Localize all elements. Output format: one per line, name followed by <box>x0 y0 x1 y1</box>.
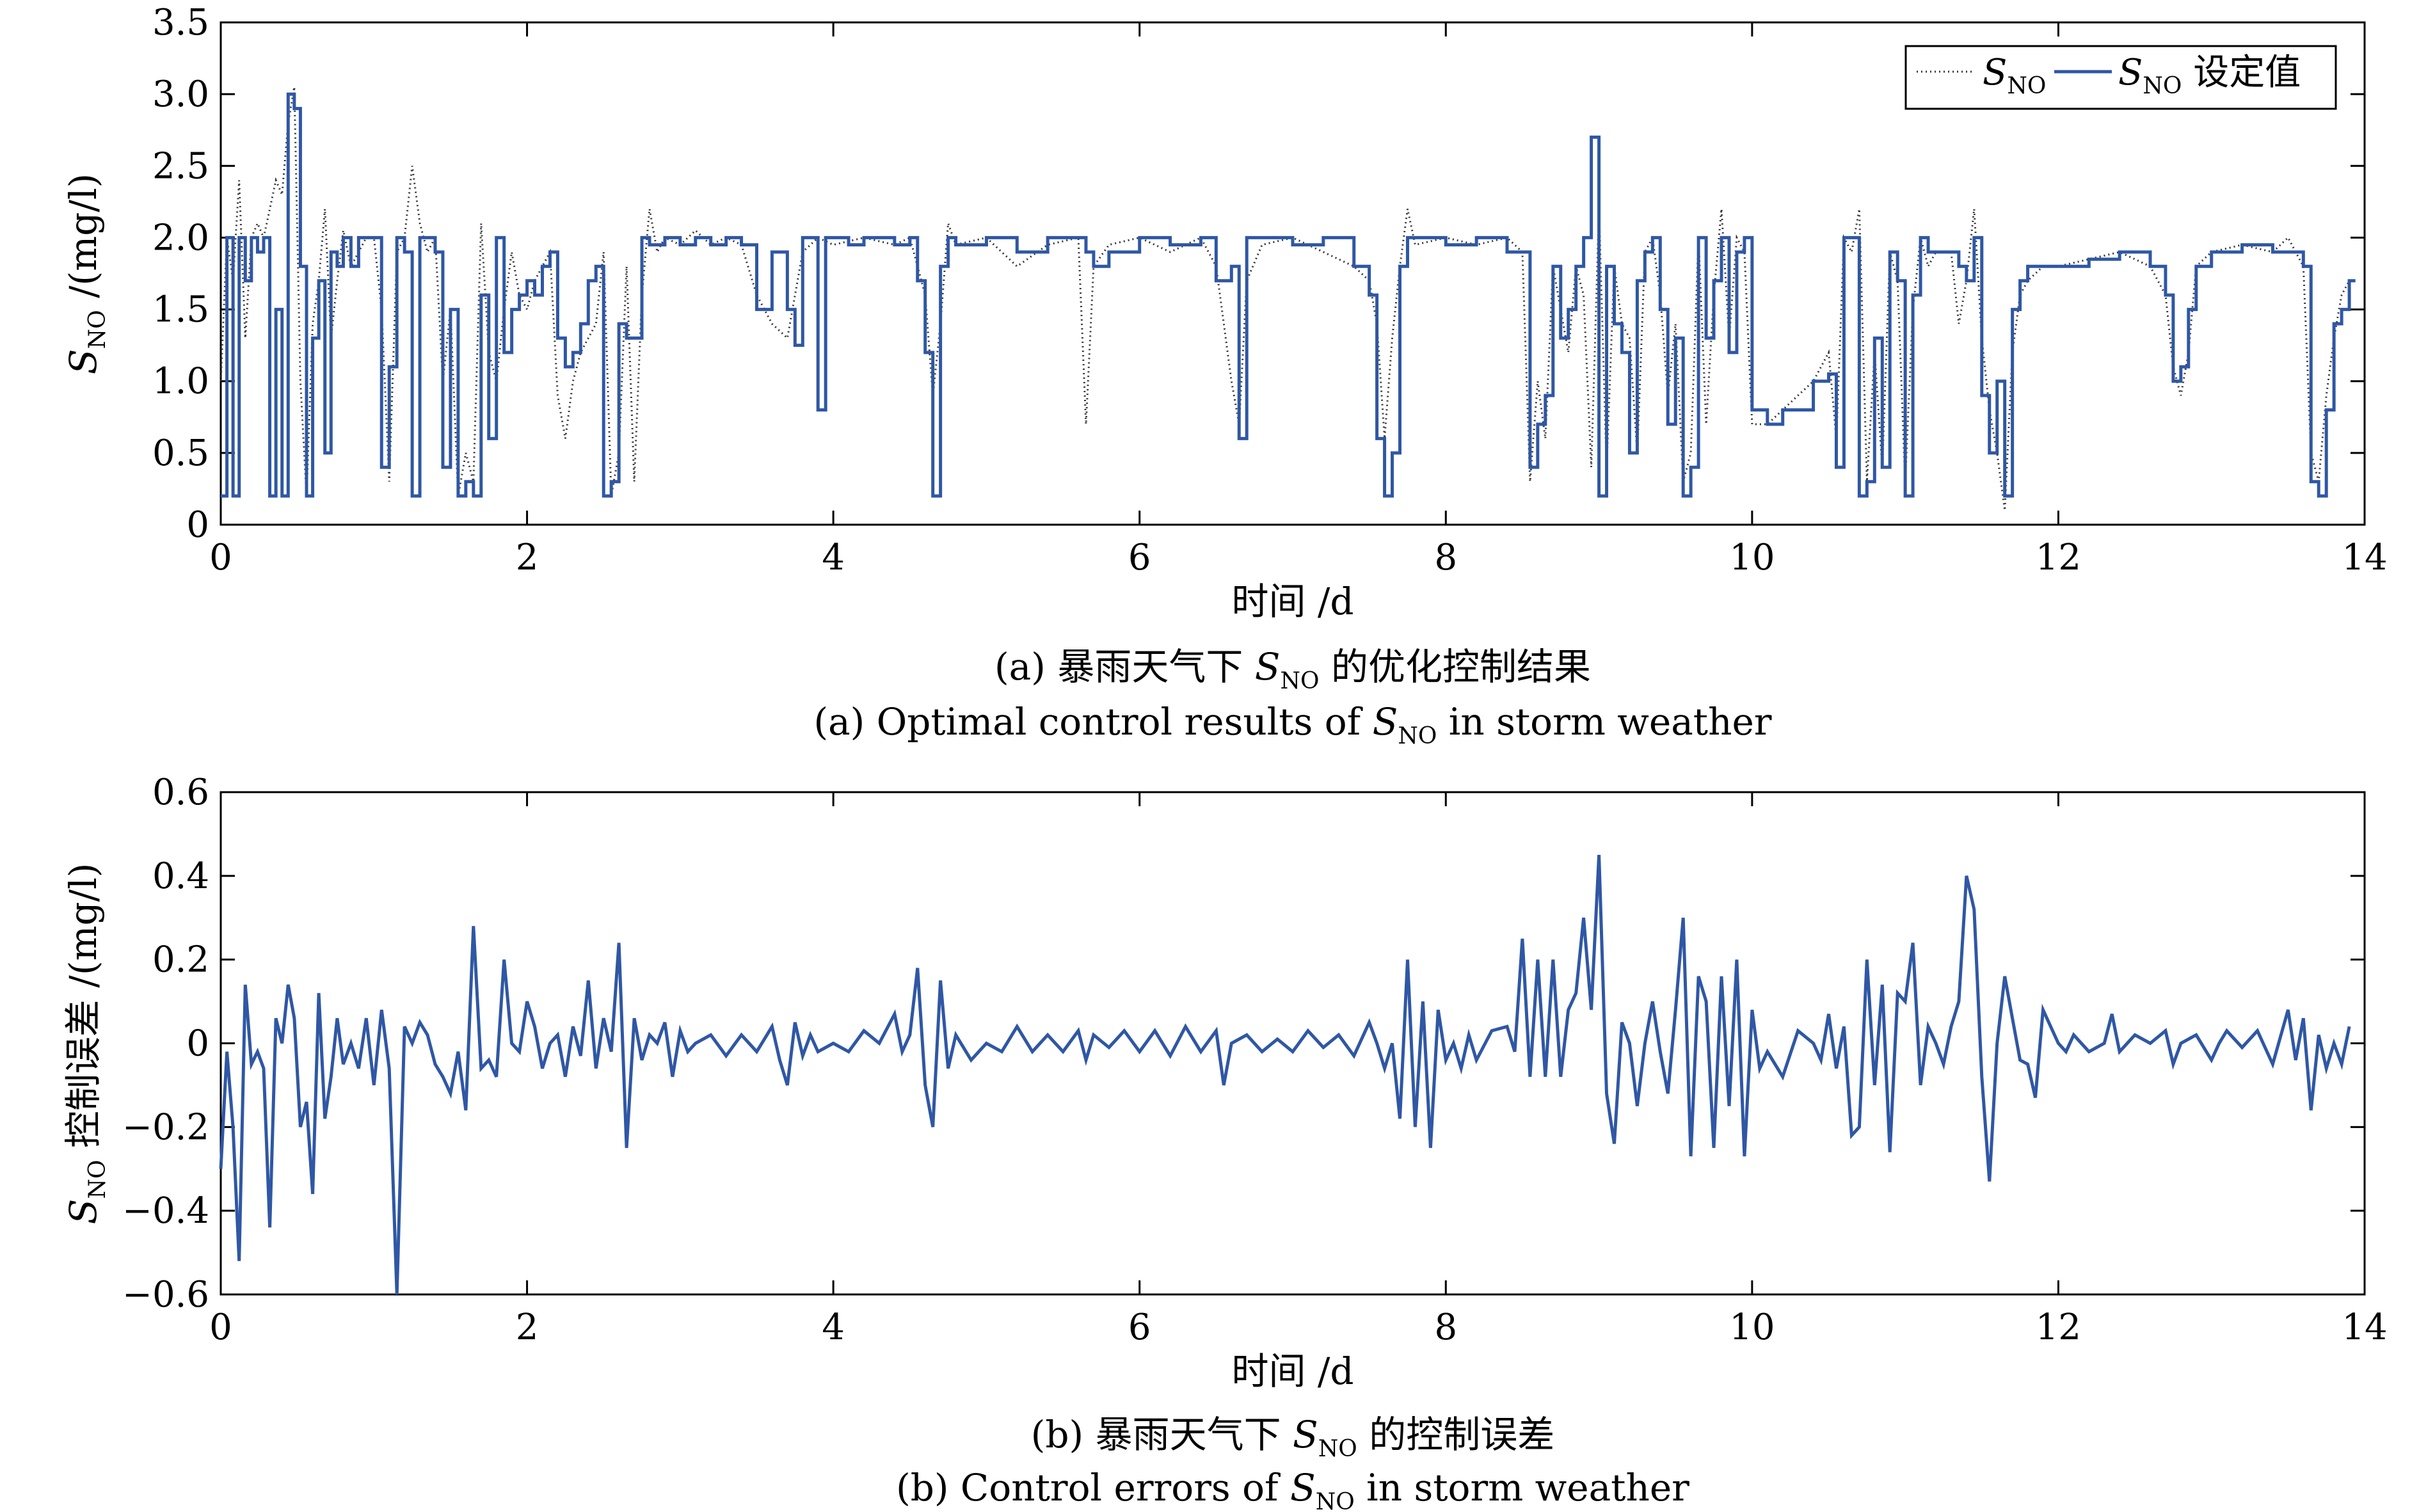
x-tick-label: 0 <box>209 1307 232 1348</box>
legend-label-sno: SNO <box>1983 52 2046 99</box>
x-tick-label: 2 <box>516 537 539 578</box>
x-tick-label: 14 <box>2342 537 2387 578</box>
x-tick-label: 12 <box>2036 1307 2081 1348</box>
y-ticks-a: 0 0.5 1.0 1.5 2.0 2.5 3.0 3.5 <box>152 2 2365 546</box>
y-tick-label: −0.6 <box>122 1274 209 1316</box>
x-tick-label: 10 <box>1729 1307 1775 1348</box>
legend-a: SNO SNO 设定值 <box>1904 45 2337 110</box>
series-line-b-solid <box>219 854 2351 1295</box>
caption-b-cn: (b) 暴雨天气下 SNO 的控制误差 <box>1031 1413 1554 1462</box>
y-tick-label: −0.2 <box>122 1106 209 1148</box>
series-line-a-step <box>221 92 2356 498</box>
chart-a: 0 0.5 1.0 1.5 2.0 2.5 3.0 3.5 0 2 4 6 8 10 12 14 SNO S… <box>61 2 2388 749</box>
x-tick-label: 8 <box>1434 1307 1457 1348</box>
y-tick-label: 0.4 <box>152 855 209 897</box>
x-tick-label: 4 <box>822 1307 845 1348</box>
caption-a-en: (a) Optimal control results of SNO in st… <box>813 700 1771 749</box>
y-axis-label-b: SNO 控制误差 /(mg/l) <box>61 863 111 1225</box>
y-tick-label: 2.5 <box>152 145 209 187</box>
x-tick-label: 2 <box>516 1307 539 1348</box>
x-axis-label-a: 时间 /d <box>1231 580 1353 623</box>
x-tick-label: 4 <box>822 537 845 578</box>
y-tick-label: 1.5 <box>152 289 209 331</box>
x-ticks-b: 0 2 4 6 8 10 12 14 <box>209 792 2388 1348</box>
y-tick-label: 0 <box>186 1023 209 1065</box>
x-tick-label: 8 <box>1434 537 1457 578</box>
caption-b-en: (b) Control errors of SNO in storm weath… <box>896 1466 1689 1512</box>
x-tick-label: 0 <box>209 537 232 578</box>
series-group-a <box>220 86 2356 511</box>
y-tick-label: 3.5 <box>152 2 209 44</box>
y-tick-label: −0.4 <box>122 1190 209 1232</box>
y-tick-label: 2.0 <box>152 217 209 259</box>
y-ticks-b: −0.6 −0.4 −0.2 0 0.2 0.4 0.6 <box>122 772 2365 1316</box>
y-tick-label: 3.0 <box>152 74 209 115</box>
y-tick-label: 0.2 <box>152 939 209 981</box>
legend-box <box>1904 45 2337 110</box>
legend-label-setpoint: SNO 设定值 <box>2118 52 2301 99</box>
y-axis-label-a: SNO /(mg/l) <box>61 173 111 374</box>
x-tick-label: 14 <box>2342 1307 2387 1348</box>
x-tick-label: 10 <box>1729 537 1775 578</box>
series-group-b <box>219 854 2351 1295</box>
plot-area-b <box>220 791 2366 1296</box>
x-axis-label-b: 时间 /d <box>1231 1349 1353 1393</box>
x-tick-label: 6 <box>1128 1307 1151 1348</box>
caption-a-cn: (a) 暴雨天气下 SNO 的优化控制结果 <box>994 645 1591 694</box>
x-tick-label: 12 <box>2036 537 2081 578</box>
y-tick-label: 0.6 <box>152 772 209 813</box>
x-tick-label: 6 <box>1128 537 1151 578</box>
x-ticks-a: 0 2 4 6 8 10 12 14 <box>209 22 2388 578</box>
chart-b: −0.6 −0.4 −0.2 0 0.2 0.4 0.6 0 2 4 6 8 10 12 14 SNO 控… <box>61 772 2388 1512</box>
y-tick-label: 0.5 <box>152 433 209 474</box>
y-tick-label: 0 <box>186 504 209 546</box>
y-tick-label: 1.0 <box>152 361 209 402</box>
